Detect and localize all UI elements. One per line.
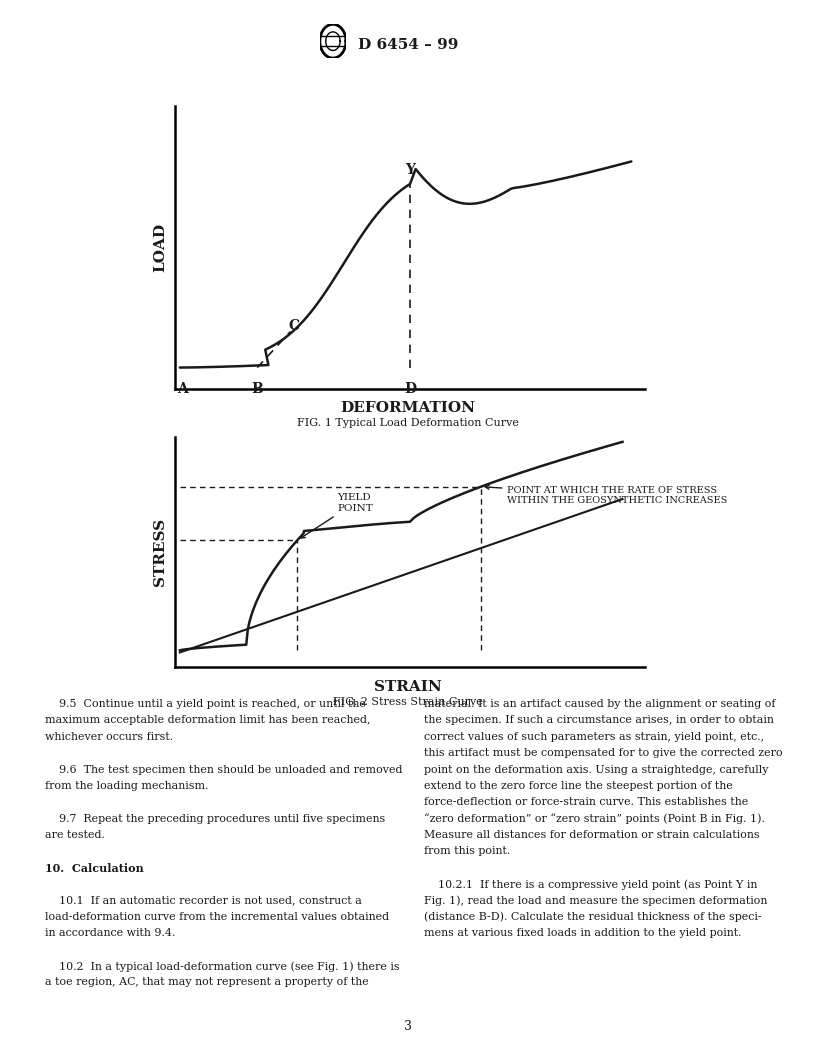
Y-axis label: STRESS: STRESS (153, 518, 167, 586)
Text: 9.5  Continue until a yield point is reached, or until the: 9.5 Continue until a yield point is reac… (45, 699, 366, 709)
Text: 9.6  The test specimen then should be unloaded and removed: 9.6 The test specimen then should be unl… (45, 765, 402, 774)
Text: from the loading mechanism.: from the loading mechanism. (45, 781, 208, 791)
Text: this artifact must be compensated for to give the corrected zero: this artifact must be compensated for to… (424, 748, 783, 758)
Text: STRAIN: STRAIN (374, 680, 442, 694)
Text: point on the deformation axis. Using a straightedge, carefully: point on the deformation axis. Using a s… (424, 765, 769, 774)
Text: Fig. 1), read the load and measure the specimen deformation: Fig. 1), read the load and measure the s… (424, 895, 768, 906)
Text: “zero deformation” or “zero strain” points (Point B in Fig. 1).: “zero deformation” or “zero strain” poin… (424, 814, 765, 825)
Text: material. It is an artifact caused by the alignment or seating of: material. It is an artifact caused by th… (424, 699, 776, 709)
Text: (distance B-D). Calculate the residual thickness of the speci-: (distance B-D). Calculate the residual t… (424, 912, 762, 923)
Text: Y: Y (405, 163, 415, 177)
Text: B: B (251, 381, 264, 396)
Text: YIELD
POINT: YIELD POINT (301, 493, 373, 538)
Text: Measure all distances for deformation or strain calculations: Measure all distances for deformation or… (424, 830, 760, 840)
Text: correct values of such parameters as strain, yield point, etc.,: correct values of such parameters as str… (424, 732, 765, 741)
Y-axis label: LOAD: LOAD (153, 223, 167, 271)
Text: mens at various fixed loads in addition to the yield point.: mens at various fixed loads in addition … (424, 928, 742, 938)
Text: 10.1  If an automatic recorder is not used, construct a: 10.1 If an automatic recorder is not use… (45, 895, 361, 905)
Text: 10.2  In a typical load-deformation curve (see Fig. 1) there is: 10.2 In a typical load-deformation curve… (45, 961, 400, 972)
Text: A: A (177, 381, 188, 396)
Text: 3: 3 (404, 1020, 412, 1033)
Text: extend to the zero force line the steepest portion of the: extend to the zero force line the steepe… (424, 781, 733, 791)
Text: D 6454 – 99: D 6454 – 99 (357, 38, 459, 52)
Text: 10.  Calculation: 10. Calculation (45, 863, 144, 873)
Text: FIG. 1 Typical Load Deformation Curve: FIG. 1 Typical Load Deformation Curve (297, 418, 519, 428)
Text: POINT AT WHICH THE RATE OF STRESS
WITHIN THE GEOSYNTHETIC INCREASES: POINT AT WHICH THE RATE OF STRESS WITHIN… (486, 486, 728, 505)
Text: load-deformation curve from the incremental values obtained: load-deformation curve from the incremen… (45, 912, 389, 922)
Text: FIG. 2 Stress Strain Curve: FIG. 2 Stress Strain Curve (333, 697, 483, 706)
Text: DEFORMATION: DEFORMATION (340, 401, 476, 415)
Text: the specimen. If such a circumstance arises, in order to obtain: the specimen. If such a circumstance ari… (424, 716, 774, 725)
Text: whichever occurs first.: whichever occurs first. (45, 732, 173, 741)
Text: from this point.: from this point. (424, 847, 511, 856)
Text: force-deflection or force-strain curve. This establishes the: force-deflection or force-strain curve. … (424, 797, 748, 807)
Text: D: D (404, 381, 416, 396)
Text: in accordance with 9.4.: in accordance with 9.4. (45, 928, 175, 938)
Text: maximum acceptable deformation limit has been reached,: maximum acceptable deformation limit has… (45, 716, 370, 725)
Text: a toe region, AC, that may not represent a property of the: a toe region, AC, that may not represent… (45, 978, 369, 987)
Text: C: C (288, 319, 299, 333)
Text: 9.7  Repeat the preceding procedures until five specimens: 9.7 Repeat the preceding procedures unti… (45, 814, 385, 824)
Text: 10.2.1  If there is a compressive yield point (as Point Y in: 10.2.1 If there is a compressive yield p… (424, 880, 758, 890)
Text: are tested.: are tested. (45, 830, 104, 840)
